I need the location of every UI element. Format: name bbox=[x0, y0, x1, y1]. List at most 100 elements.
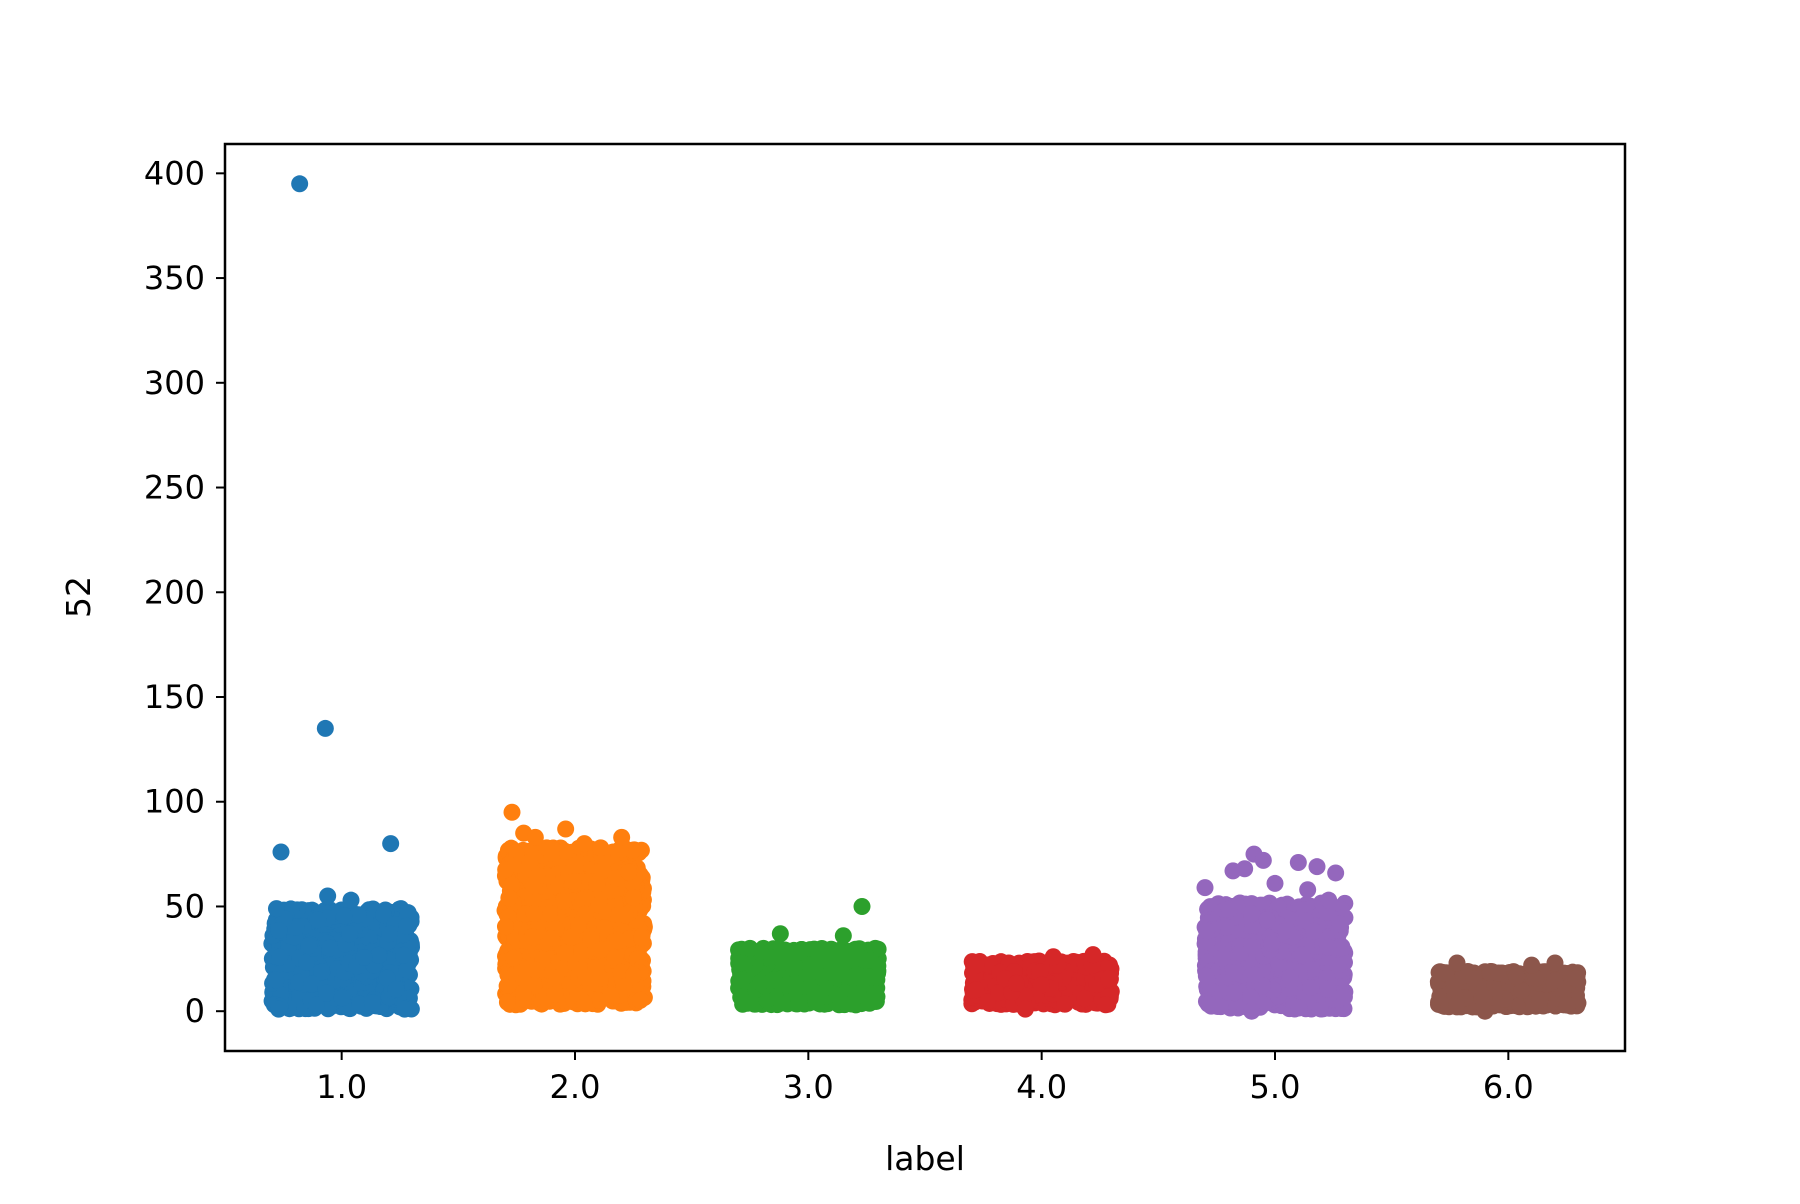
data-point bbox=[303, 975, 321, 993]
data-point bbox=[1448, 995, 1466, 1013]
data-point bbox=[624, 967, 642, 984]
data-point bbox=[556, 944, 574, 962]
data-point bbox=[1523, 956, 1541, 974]
data-point bbox=[1465, 970, 1483, 988]
data-point bbox=[1299, 881, 1317, 899]
data-point bbox=[790, 993, 808, 1011]
data-point bbox=[503, 876, 521, 894]
data-point bbox=[318, 984, 336, 1002]
data-point bbox=[967, 981, 985, 999]
data-point bbox=[785, 959, 803, 977]
data-point bbox=[342, 891, 360, 909]
data-point bbox=[1558, 996, 1576, 1014]
data-point bbox=[498, 993, 516, 1011]
data-point bbox=[564, 873, 582, 891]
data-point bbox=[541, 905, 559, 923]
y-tick-label: 100 bbox=[144, 783, 205, 821]
data-point bbox=[398, 961, 416, 979]
data-point bbox=[307, 996, 325, 1014]
plot-frame bbox=[223, 142, 1627, 1053]
data-point bbox=[1327, 864, 1345, 882]
data-point bbox=[1056, 995, 1074, 1013]
data-point bbox=[267, 900, 285, 918]
data-point bbox=[526, 828, 544, 846]
data-point bbox=[1508, 967, 1526, 985]
data-point bbox=[547, 968, 565, 986]
data-point bbox=[1290, 999, 1308, 1017]
data-point bbox=[556, 842, 574, 860]
data-point bbox=[591, 941, 609, 959]
data-point bbox=[395, 946, 413, 964]
y-tick-label: 0 bbox=[185, 992, 205, 1030]
data-point bbox=[351, 995, 369, 1013]
data-point bbox=[300, 937, 318, 955]
data-point bbox=[1335, 988, 1353, 1006]
x-axis: 1.0 2.0 3.0 4.0 5.0 6.0 bbox=[316, 1051, 1534, 1106]
data-point bbox=[290, 973, 308, 991]
data-point bbox=[515, 972, 533, 990]
data-point bbox=[313, 963, 331, 981]
data-point bbox=[602, 986, 620, 1004]
data-point bbox=[590, 896, 608, 914]
data-point bbox=[382, 835, 400, 853]
data-point bbox=[1277, 922, 1295, 940]
data-point bbox=[834, 927, 852, 945]
data-point bbox=[341, 925, 359, 943]
data-point bbox=[594, 862, 612, 880]
data-point bbox=[1266, 874, 1284, 892]
data-point bbox=[806, 984, 824, 1002]
data-point bbox=[570, 916, 588, 934]
data-point bbox=[867, 968, 885, 986]
data-point bbox=[387, 980, 405, 998]
data-point bbox=[396, 1000, 414, 1018]
data-point bbox=[1236, 860, 1254, 878]
data-point bbox=[1007, 974, 1025, 992]
data-point bbox=[514, 984, 532, 1002]
data-point bbox=[633, 929, 651, 947]
x-tick-label: 4.0 bbox=[1016, 1068, 1067, 1106]
data-point bbox=[349, 906, 367, 924]
data-point bbox=[1199, 995, 1217, 1013]
x-tick-label: 3.0 bbox=[783, 1068, 834, 1106]
data-point bbox=[546, 986, 564, 1004]
data-point bbox=[370, 946, 388, 964]
data-point bbox=[1254, 851, 1272, 869]
data-point bbox=[524, 891, 542, 909]
data-point bbox=[527, 961, 545, 979]
data-point bbox=[528, 867, 546, 885]
data-point bbox=[363, 994, 381, 1012]
data-point bbox=[398, 917, 416, 935]
data-point bbox=[609, 932, 627, 950]
data-point bbox=[554, 893, 572, 911]
data-point bbox=[1243, 937, 1261, 955]
data-point bbox=[1546, 972, 1564, 990]
data-point bbox=[613, 828, 631, 846]
data-point bbox=[557, 820, 575, 838]
data-point bbox=[321, 939, 339, 957]
y-tick-label: 200 bbox=[144, 573, 205, 611]
data-point bbox=[1016, 1000, 1034, 1018]
data-point bbox=[1305, 922, 1323, 940]
data-point bbox=[990, 984, 1008, 1002]
data-point bbox=[1220, 900, 1238, 918]
data-point bbox=[607, 869, 625, 887]
data-point bbox=[1319, 938, 1337, 956]
data-point bbox=[769, 948, 787, 966]
data-point bbox=[733, 971, 751, 989]
data-point bbox=[1196, 879, 1214, 897]
data-point bbox=[496, 918, 514, 936]
data-point bbox=[1302, 979, 1320, 997]
data-point bbox=[574, 891, 592, 909]
data-point bbox=[562, 928, 580, 946]
data-point bbox=[375, 906, 393, 924]
data-point bbox=[270, 922, 288, 939]
data-point bbox=[319, 887, 337, 905]
data-point bbox=[1225, 964, 1243, 982]
data-point bbox=[538, 839, 556, 857]
data-point bbox=[866, 984, 884, 1002]
data-point bbox=[524, 928, 542, 946]
data-point bbox=[1293, 946, 1311, 964]
